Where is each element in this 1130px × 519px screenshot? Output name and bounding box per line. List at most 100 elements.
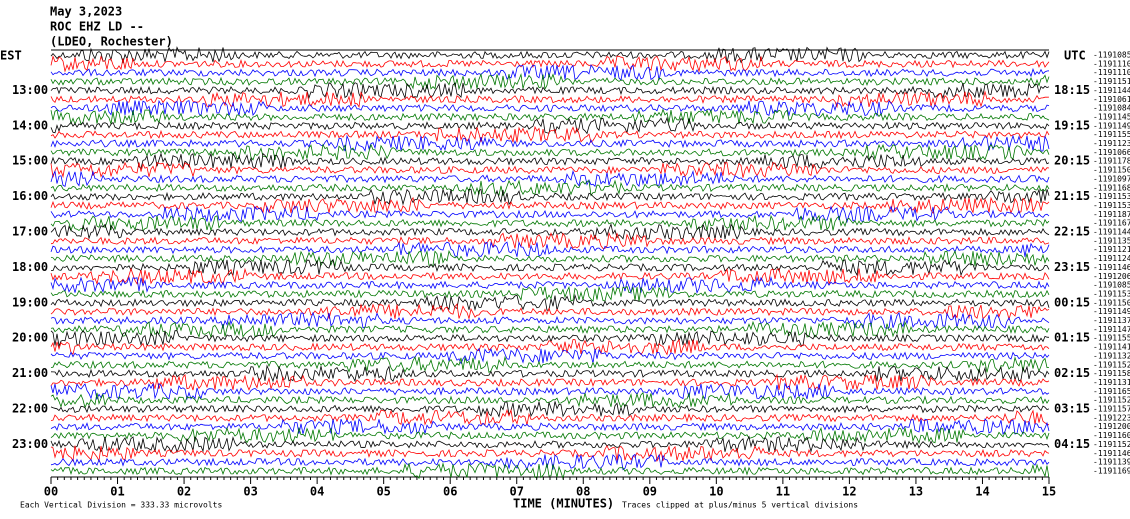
- trace-label: -1191121: [1093, 245, 1130, 254]
- utc-hour: 18:15: [1054, 83, 1090, 97]
- trace: [50, 347, 1050, 365]
- trace-label: -1191085: [1093, 51, 1130, 60]
- trace: [50, 338, 1050, 356]
- x-tick-label: 15: [1042, 485, 1056, 499]
- trace: [50, 46, 1050, 64]
- trace-label: -1191149: [1093, 121, 1130, 130]
- trace: [50, 179, 1050, 197]
- trace: [50, 435, 1050, 454]
- trace: [50, 355, 1049, 374]
- trace: [50, 143, 1050, 161]
- trace-label: -1191061: [1093, 95, 1130, 104]
- trace: [50, 267, 1050, 286]
- trace-label: -1191206: [1093, 272, 1130, 281]
- trace-label: -1191110: [1093, 68, 1130, 77]
- x-tick-label: 04: [310, 485, 324, 499]
- trace-label: -1191152: [1093, 440, 1130, 449]
- trace: [50, 453, 1050, 471]
- x-tick-label: 14: [975, 485, 989, 499]
- trace-label: -1191085: [1093, 281, 1130, 290]
- date: May 3,2023: [50, 5, 122, 19]
- trace: [50, 418, 1050, 435]
- trace-label: -1191167: [1093, 219, 1130, 228]
- trace: [50, 125, 1050, 143]
- trace: [50, 401, 1050, 418]
- trace: [50, 249, 1050, 268]
- x-tick-label: 00: [44, 485, 58, 499]
- x-tick-label: 13: [909, 485, 923, 499]
- trace-label: -1191157: [1093, 405, 1130, 414]
- trace-label: -1191132: [1093, 351, 1130, 360]
- utc-hour: 01:15: [1054, 331, 1090, 345]
- trace: [50, 293, 1050, 312]
- utc-hour: 19:15: [1054, 118, 1090, 132]
- est-hour: 20:00: [12, 331, 48, 345]
- trace: [50, 222, 1050, 241]
- trace-label: -1191200: [1093, 422, 1130, 431]
- trace-label: -1191135: [1093, 236, 1130, 245]
- trace-label: -1191178: [1093, 157, 1130, 166]
- trace-label: -1191137: [1093, 316, 1130, 325]
- x-tick-label: 03: [243, 485, 257, 499]
- trace: [50, 311, 1050, 330]
- trace-label: -1191147: [1093, 325, 1130, 334]
- trace-label: -1191160: [1093, 431, 1130, 440]
- trace-label: -1191066: [1093, 148, 1130, 157]
- trace: [50, 64, 1050, 81]
- x-tick-label: 10: [709, 485, 723, 499]
- trace: [50, 373, 1050, 391]
- trace-label: -1191153: [1093, 289, 1130, 298]
- utc-hour: 00:15: [1054, 295, 1090, 309]
- est-hour: 22:00: [12, 402, 48, 416]
- est-hour: 15:00: [12, 154, 48, 168]
- trace: [50, 214, 1050, 232]
- est-hour: 21:00: [12, 366, 48, 380]
- trace-label: -1191097: [1093, 174, 1130, 183]
- trace-label: -1191152: [1093, 360, 1130, 369]
- trace-label: -1191123: [1093, 139, 1130, 148]
- trace-label: -1191168: [1093, 183, 1130, 192]
- trace: [50, 303, 1050, 321]
- utc-hour: 20:15: [1054, 154, 1090, 168]
- trace-label: -1191141: [1093, 343, 1130, 352]
- trace-label: -1191153: [1093, 192, 1130, 201]
- utc-hour: 23:15: [1054, 260, 1090, 274]
- station: ROC EHZ LD --: [50, 20, 144, 34]
- trace: [50, 72, 1050, 91]
- trace: [50, 320, 1050, 339]
- trace-label: -1191165: [1093, 387, 1130, 396]
- trace: [50, 134, 1050, 152]
- trace: [50, 462, 1050, 480]
- utc-hour: 03:15: [1054, 402, 1090, 416]
- est-hour: 17:00: [12, 225, 48, 239]
- location: (LDEO, Rochester): [50, 35, 173, 49]
- traces: [50, 46, 1050, 480]
- scale-note: Each Vertical Division = 333.33 microvol…: [20, 501, 222, 510]
- trace: [50, 329, 1050, 348]
- trace-label: -1191110: [1093, 59, 1130, 68]
- trace-label: -1191131: [1093, 378, 1130, 387]
- x-tick-label: 06: [443, 485, 457, 499]
- trace-label: -1191151: [1093, 77, 1130, 86]
- trace: [50, 108, 1050, 126]
- x-tick-label: 08: [576, 485, 590, 499]
- trace-label: -1191146: [1093, 449, 1130, 458]
- trace-label: -1191155: [1093, 334, 1130, 343]
- trace: [50, 364, 1050, 383]
- est-hour: 16:00: [12, 189, 48, 203]
- left-axis-label: EST: [0, 49, 22, 63]
- trace-label: -1191146: [1093, 263, 1130, 272]
- trace-label: -1191084: [1093, 104, 1130, 113]
- trace: [50, 55, 1050, 73]
- x-tick-label: 02: [177, 485, 191, 499]
- trace-label: -1191124: [1093, 254, 1130, 263]
- trace: [50, 285, 1050, 302]
- trace-label: -1191169: [1093, 466, 1130, 475]
- x-axis-title: TIME (MINUTES): [513, 497, 614, 511]
- trace-label: -1191144: [1093, 228, 1130, 237]
- trace: [50, 161, 1050, 179]
- utc-hour: 21:15: [1054, 189, 1090, 203]
- trace: [50, 240, 1050, 258]
- est-hour: 23:00: [12, 437, 48, 451]
